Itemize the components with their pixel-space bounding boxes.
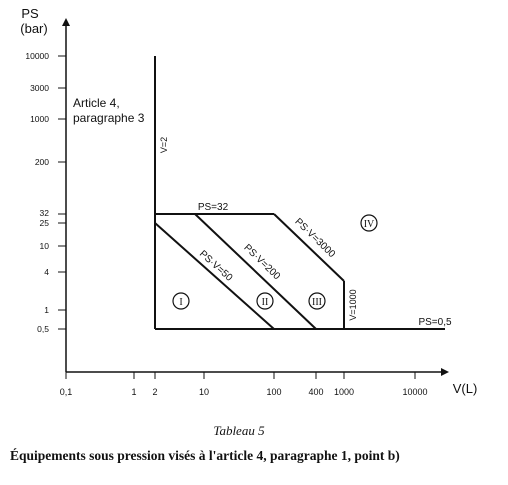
y-tick-1000: 1000 — [30, 114, 66, 124]
label-ps-32: PS=32 — [198, 202, 229, 213]
y-tick-200: 200 — [35, 157, 66, 167]
line-psv-50 — [154, 222, 275, 330]
x-tick-2: 2 — [152, 372, 158, 397]
x-axis-title: V(L) — [453, 381, 478, 396]
x-tick-label: 10000 — [402, 387, 427, 397]
y-tick-label: 0,5 — [37, 324, 49, 334]
y-tick-0-5: 0,5 — [37, 324, 66, 334]
y-axis-title-line1: PS — [21, 6, 39, 21]
y-tick-label: 32 — [40, 208, 50, 218]
category-label: II — [262, 297, 269, 308]
y-tick-label: 1 — [44, 305, 49, 315]
y-tick-label: 25 — [40, 218, 50, 228]
label-v-2: V=2 — [159, 137, 169, 153]
y-tick-label: 10000 — [25, 51, 49, 61]
y-tick-label: 3000 — [30, 83, 49, 93]
y-tick-label: 1000 — [30, 114, 49, 124]
x-tick-label: 1 — [131, 387, 136, 397]
x-tick-label: 2 — [152, 387, 157, 397]
x-tick-label: 1000 — [334, 387, 354, 397]
category-label: I — [179, 297, 182, 308]
y-tick-4: 4 — [44, 267, 66, 277]
y-tick-label: 200 — [35, 157, 49, 167]
region-label-line2: paragraphe 3 — [73, 111, 145, 125]
x-tick-label: 400 — [308, 387, 323, 397]
x-tick-100: 100 — [266, 372, 282, 397]
x-tick-label: 100 — [266, 387, 281, 397]
x-tick-400: 400 — [308, 372, 324, 397]
x-tick-10: 10 — [199, 372, 209, 397]
x-tick-1: 1 — [131, 372, 137, 397]
line-psv-200 — [194, 213, 317, 330]
x-tick-10000: 10000 — [402, 372, 428, 397]
category-ii: II — [256, 292, 274, 310]
region-label-line1: Article 4, — [73, 96, 120, 110]
y-tick-label: 4 — [44, 267, 49, 277]
category-label: III — [312, 297, 322, 308]
category-label: IV — [364, 219, 375, 230]
y-tick-32: 32 — [40, 208, 66, 218]
label-ps-0-5: PS=0,5 — [418, 317, 452, 328]
label-v-1000: V=1000 — [348, 289, 358, 320]
x-tick-label: 0,1 — [60, 387, 73, 397]
x-tick-0-1: 0,1 — [60, 372, 73, 397]
y-tick-label: 10 — [40, 241, 50, 251]
x-tick-1000: 1000 — [334, 372, 354, 397]
y-tick-3000: 3000 — [30, 83, 66, 93]
category-i: I — [172, 292, 190, 310]
y-axis-title-line2: (bar) — [20, 21, 47, 36]
table-caption: Tableau 5 — [213, 423, 265, 438]
line-psv-3000 — [273, 213, 345, 282]
y-tick-10: 10 — [40, 241, 66, 251]
x-tick-label: 10 — [199, 387, 209, 397]
category-iv: IV — [360, 214, 378, 232]
y-tick-25: 25 — [40, 218, 66, 228]
y-tick-10000: 10000 — [25, 51, 66, 61]
chart-subtitle: Équipements sous pression visés à l'arti… — [10, 448, 400, 463]
category-iii: III — [308, 292, 326, 310]
y-tick-1: 1 — [44, 305, 66, 315]
